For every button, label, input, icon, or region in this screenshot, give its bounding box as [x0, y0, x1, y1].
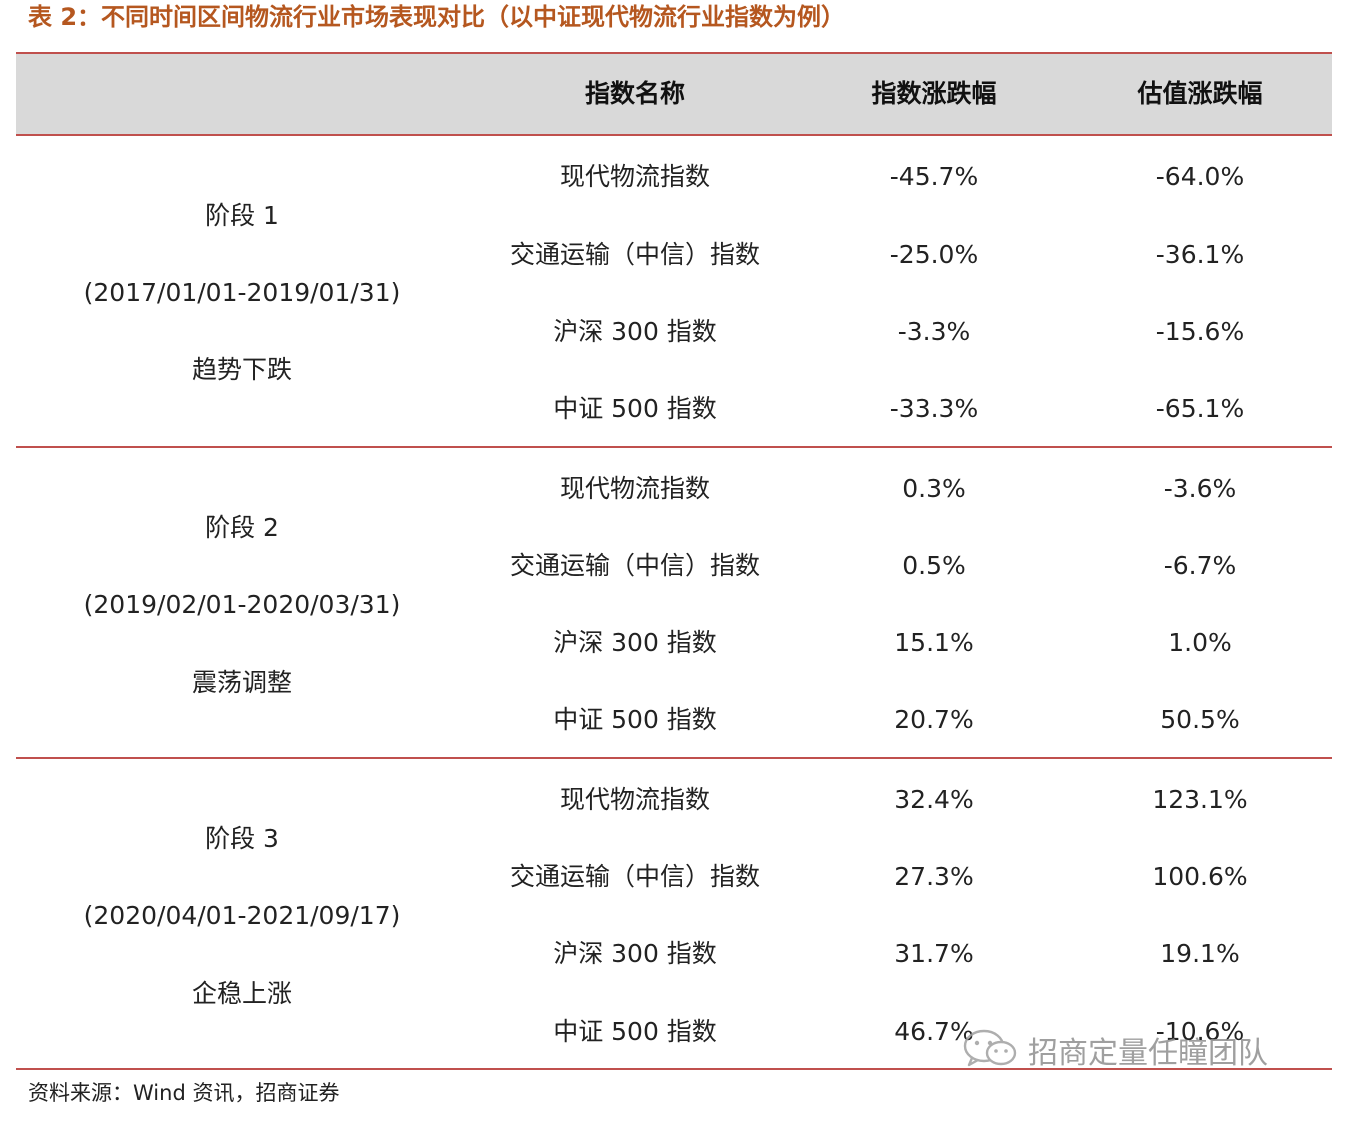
row-index-name: 中证 500 指数 — [553, 1017, 717, 1046]
row-index-name: 现代物流指数 — [559, 474, 710, 503]
row-index-name: 现代物流指数 — [559, 162, 710, 191]
row-valuation-change: -3.6% — [1163, 474, 1237, 503]
row-valuation-change: -36.1% — [1155, 240, 1245, 269]
row-valuation-change: 100.6% — [1152, 862, 1248, 891]
row-index-return: -45.7% — [889, 162, 979, 191]
row-index-name: 中证 500 指数 — [553, 394, 717, 423]
stage-divider — [16, 757, 1332, 759]
row-index-return: 20.7% — [894, 705, 974, 734]
row-valuation-change: -6.7% — [1163, 551, 1237, 580]
row-index-name: 中证 500 指数 — [553, 705, 717, 734]
row-index-return: 32.4% — [894, 785, 974, 814]
bottom-rule — [16, 1068, 1332, 1070]
row-valuation-change: -64.0% — [1155, 162, 1245, 191]
row-index-return: -33.3% — [889, 394, 979, 423]
stage-trend: 震荡调整 — [191, 668, 292, 697]
table-header — [16, 54, 1332, 134]
row-valuation-change: -15.6% — [1155, 317, 1245, 346]
row-index-return: -25.0% — [889, 240, 979, 269]
top-rule — [16, 52, 1332, 54]
row-valuation-change: 19.1% — [1160, 939, 1240, 968]
table-title: 表 2：不同时间区间物流行业市场表现对比（以中证现代物流行业指数为例） — [28, 3, 846, 31]
header-valuation-change: 估值涨跌幅 — [1137, 79, 1263, 108]
row-index-name: 沪深 300 指数 — [553, 317, 717, 346]
row-index-return: 0.5% — [902, 551, 966, 580]
stage-label: 阶段 1 — [205, 201, 279, 230]
stage-period: (2019/02/01-2020/03/31) — [83, 590, 401, 619]
row-index-name: 沪深 300 指数 — [553, 939, 717, 968]
source-note: 资料来源：Wind 资讯，招商证券 — [28, 1081, 340, 1105]
row-index-name: 交通运输（中信）指数 — [509, 240, 760, 269]
stage-trend: 企稳上涨 — [191, 979, 292, 1008]
stage-divider — [16, 446, 1332, 448]
header-index-name: 指数名称 — [584, 79, 685, 108]
row-index-return: 31.7% — [894, 939, 974, 968]
row-valuation-change: -10.6% — [1155, 1017, 1245, 1046]
watermark-text: 招商定量任瞳团队 — [1028, 1036, 1268, 1071]
header-bottom-rule — [16, 134, 1332, 136]
row-index-return: 0.3% — [902, 474, 966, 503]
stage-label: 阶段 2 — [205, 513, 279, 542]
row-valuation-change: -65.1% — [1155, 394, 1245, 423]
row-valuation-change: 50.5% — [1160, 705, 1240, 734]
row-index-name: 现代物流指数 — [559, 785, 710, 814]
stage-label: 阶段 3 — [205, 824, 279, 853]
stage-trend: 趋势下跌 — [191, 355, 292, 384]
row-index-return: 15.1% — [894, 628, 974, 657]
stage-period: (2020/04/01-2021/09/17) — [83, 901, 401, 930]
row-index-return: -3.3% — [897, 317, 971, 346]
row-index-return: 46.7% — [894, 1017, 974, 1046]
header-index-return: 指数涨跌幅 — [871, 79, 997, 108]
row-index-return: 27.3% — [894, 862, 974, 891]
row-valuation-change: 1.0% — [1168, 628, 1232, 657]
row-index-name: 交通运输（中信）指数 — [509, 551, 760, 580]
watermark: 招商定量任瞳团队 — [962, 1028, 1268, 1072]
row-valuation-change: 123.1% — [1152, 785, 1248, 814]
stage-period: (2017/01/01-2019/01/31) — [83, 278, 401, 307]
row-index-name: 沪深 300 指数 — [553, 628, 717, 657]
row-index-name: 交通运输（中信）指数 — [509, 862, 760, 891]
wechat-icon — [962, 1028, 1018, 1072]
